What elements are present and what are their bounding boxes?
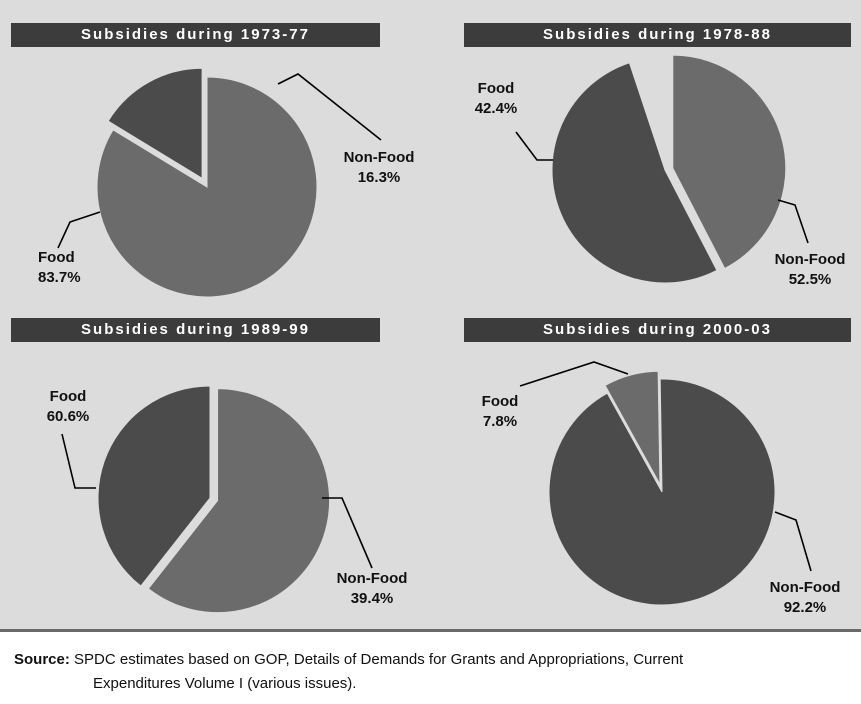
leader-line-non-food-4 [774, 511, 812, 572]
slice-label-food-1: Food [38, 249, 75, 266]
leader-line-food-4 [519, 361, 629, 387]
slice-value-food-3: 60.6% [47, 408, 90, 425]
source-label: Source: [14, 651, 70, 668]
source-line-1: Source: SPDC estimates based on GOP, Det… [14, 648, 849, 672]
chart-title-1973-77: Subsidies during 1973-77 [11, 23, 380, 47]
slice-label-food-2: Food [478, 80, 515, 97]
slice-value-non-food-4: 92.2% [784, 599, 827, 616]
slice-value-non-food-1: 16.3% [358, 169, 401, 186]
source-line-2: Expenditures Volume I (various issues). [93, 675, 357, 692]
leader-line-non-food-2 [777, 199, 809, 244]
slice-value-non-food-3: 39.4% [351, 590, 394, 607]
chart-title-1989-99: Subsidies during 1989-99 [11, 318, 380, 342]
source-note: Source: SPDC estimates based on GOP, Det… [14, 648, 849, 696]
chart-title-2000-03: Subsidies during 2000-03 [464, 318, 851, 342]
leader-line-non-food-1 [277, 73, 382, 141]
slice-label-food-3: Food [50, 388, 87, 405]
slice-value-food-1: 83.7% [38, 269, 81, 286]
chart-title-1978-88: Subsidies during 1978-88 [464, 23, 851, 47]
slice-label-non-food-3: Non-Food [337, 570, 408, 587]
slice-value-non-food-2: 52.5% [789, 271, 832, 288]
slice-label-non-food-2: Non-Food [775, 251, 846, 268]
slice-label-non-food-1: Non-Food [344, 149, 415, 166]
slice-value-food-2: 42.4% [475, 100, 518, 117]
pie-slice-non-food-3 [97, 385, 211, 587]
pie-slice-non-food-1 [107, 67, 203, 180]
pie-slice-food-4 [604, 370, 661, 485]
chart-figure: Subsidies during 1973-77 Subsidies durin… [0, 0, 861, 629]
slice-value-food-4: 7.8% [483, 413, 517, 430]
source-text-1: SPDC estimates based on GOP, Details of … [74, 651, 684, 668]
divider-rule [0, 629, 861, 632]
leader-line-food-2 [515, 131, 553, 161]
leader-line-non-food-3 [322, 497, 373, 569]
pie-slice-food-3 [147, 388, 331, 614]
pie-slice-food-2 [672, 54, 787, 270]
pie-slice-non-food-2 [551, 62, 718, 284]
leader-line-food-1 [57, 211, 101, 249]
pie-slice-non-food-4 [548, 378, 776, 606]
leader-line-food-3 [61, 433, 96, 489]
pie-charts-canvas: Food 83.7% Non-Food 16.3% Food 42.4% Non-Food 5… [38, 54, 846, 616]
slice-label-non-food-4: Non-Food [770, 579, 841, 596]
slice-label-food-4: Food [482, 393, 519, 410]
